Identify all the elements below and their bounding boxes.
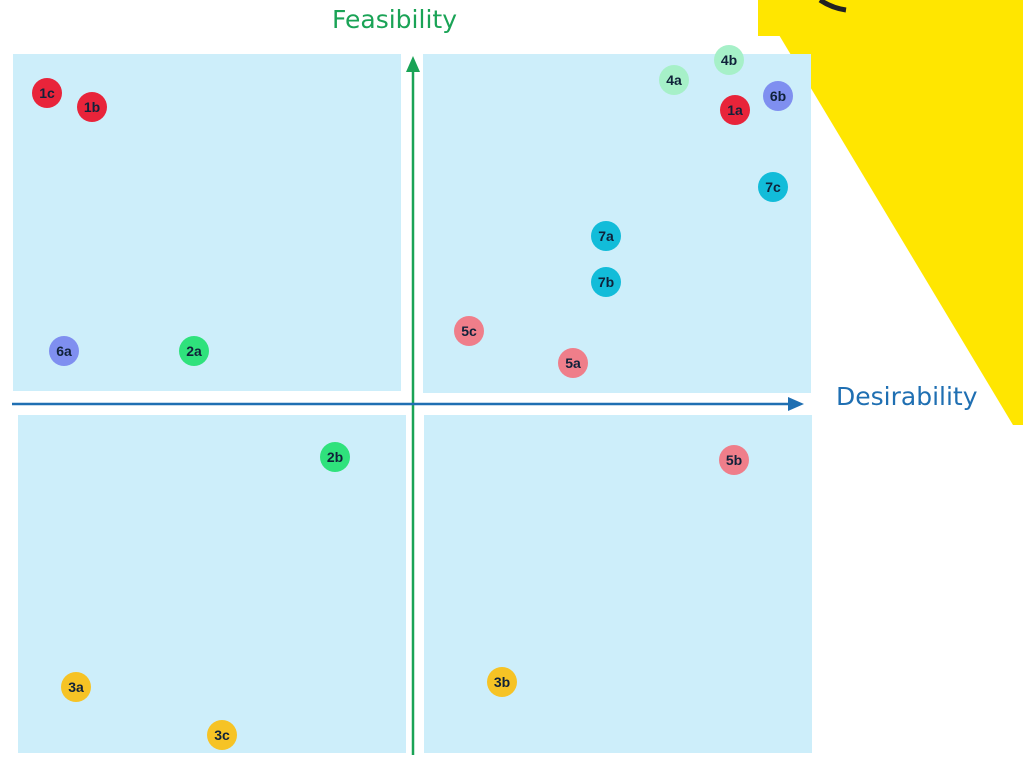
bubble-2a: 2a [179,336,209,366]
bubble-5c: 5c [454,316,484,346]
swoosh-icon [818,0,847,13]
desirability-axis-label: Desirability [836,382,978,411]
yellow-wedge [758,0,1023,425]
bubble-1a: 1a [720,95,750,125]
bubble-3c: 3c [207,720,237,750]
bubble-7a: 7a [591,221,621,251]
bubble-6a: 6a [49,336,79,366]
bubble-6b: 6b [763,81,793,111]
bubble-5b: 5b [719,445,749,475]
bubble-3a: 3a [61,672,91,702]
bubble-4b: 4b [714,45,744,75]
bubble-7b: 7b [591,267,621,297]
feasibility-axis-label: Feasibility [332,5,457,34]
desirability-arrow-icon [788,397,804,411]
bubble-5a: 5a [558,348,588,378]
quadrant-bottom-right [424,415,812,753]
bubble-7c: 7c [758,172,788,202]
bubble-3b: 3b [487,667,517,697]
bubble-4a: 4a [659,65,689,95]
bubble-2b: 2b [320,442,350,472]
feasibility-arrow-icon [406,56,420,72]
bubble-1c: 1c [32,78,62,108]
bubble-1b: 1b [77,92,107,122]
